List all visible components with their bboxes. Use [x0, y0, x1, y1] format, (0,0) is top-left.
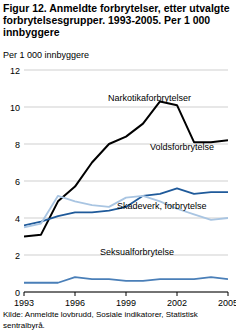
series-label: Skadeverk, forbrytelse — [117, 201, 207, 211]
y-tick-label: 12 — [10, 66, 20, 76]
x-tick-label: 1993 — [14, 298, 34, 308]
x-tick — [177, 292, 178, 296]
y-axis-label: Per 1 000 innbyggere — [3, 50, 89, 60]
grid-line — [24, 181, 228, 182]
series-label: Narkotikaforbrytelser — [108, 93, 191, 103]
title: Figur 12. Anmeldte forbrytelser, etter u… — [3, 2, 230, 38]
y-tick-label: 2 — [15, 251, 20, 261]
x-tick — [228, 292, 229, 296]
x-tick-label: 2005 — [218, 298, 236, 308]
series-line — [24, 188, 228, 225]
plot-area — [24, 101, 228, 282]
series-line — [24, 196, 228, 227]
grid-line — [24, 107, 228, 108]
y-tick-label: 0 — [15, 288, 20, 298]
x-tick — [126, 292, 127, 296]
y-tick-label: 10 — [10, 103, 20, 113]
y-tick-label: 8 — [15, 140, 20, 150]
series-label: Voldsforbrytelse — [150, 142, 214, 152]
x-tick-label: 2002 — [167, 298, 187, 308]
x-tick — [24, 292, 25, 296]
grid-line — [24, 70, 228, 71]
series-label: Seksualforbrytelse — [100, 247, 174, 257]
y-tick-label: 4 — [15, 214, 20, 224]
source: Kilde: Anmeldte lovbrudd, Sosiale indika… — [3, 310, 199, 330]
x-tick-label: 1999 — [116, 298, 136, 308]
x-tick — [75, 292, 76, 296]
series-line — [24, 101, 228, 236]
chart: Figur 12. Anmeldte forbrytelser, etter u… — [0, 0, 236, 332]
series-line — [24, 277, 228, 283]
x-tick-label: 1996 — [65, 298, 85, 308]
y-tick-label: 6 — [15, 177, 20, 187]
